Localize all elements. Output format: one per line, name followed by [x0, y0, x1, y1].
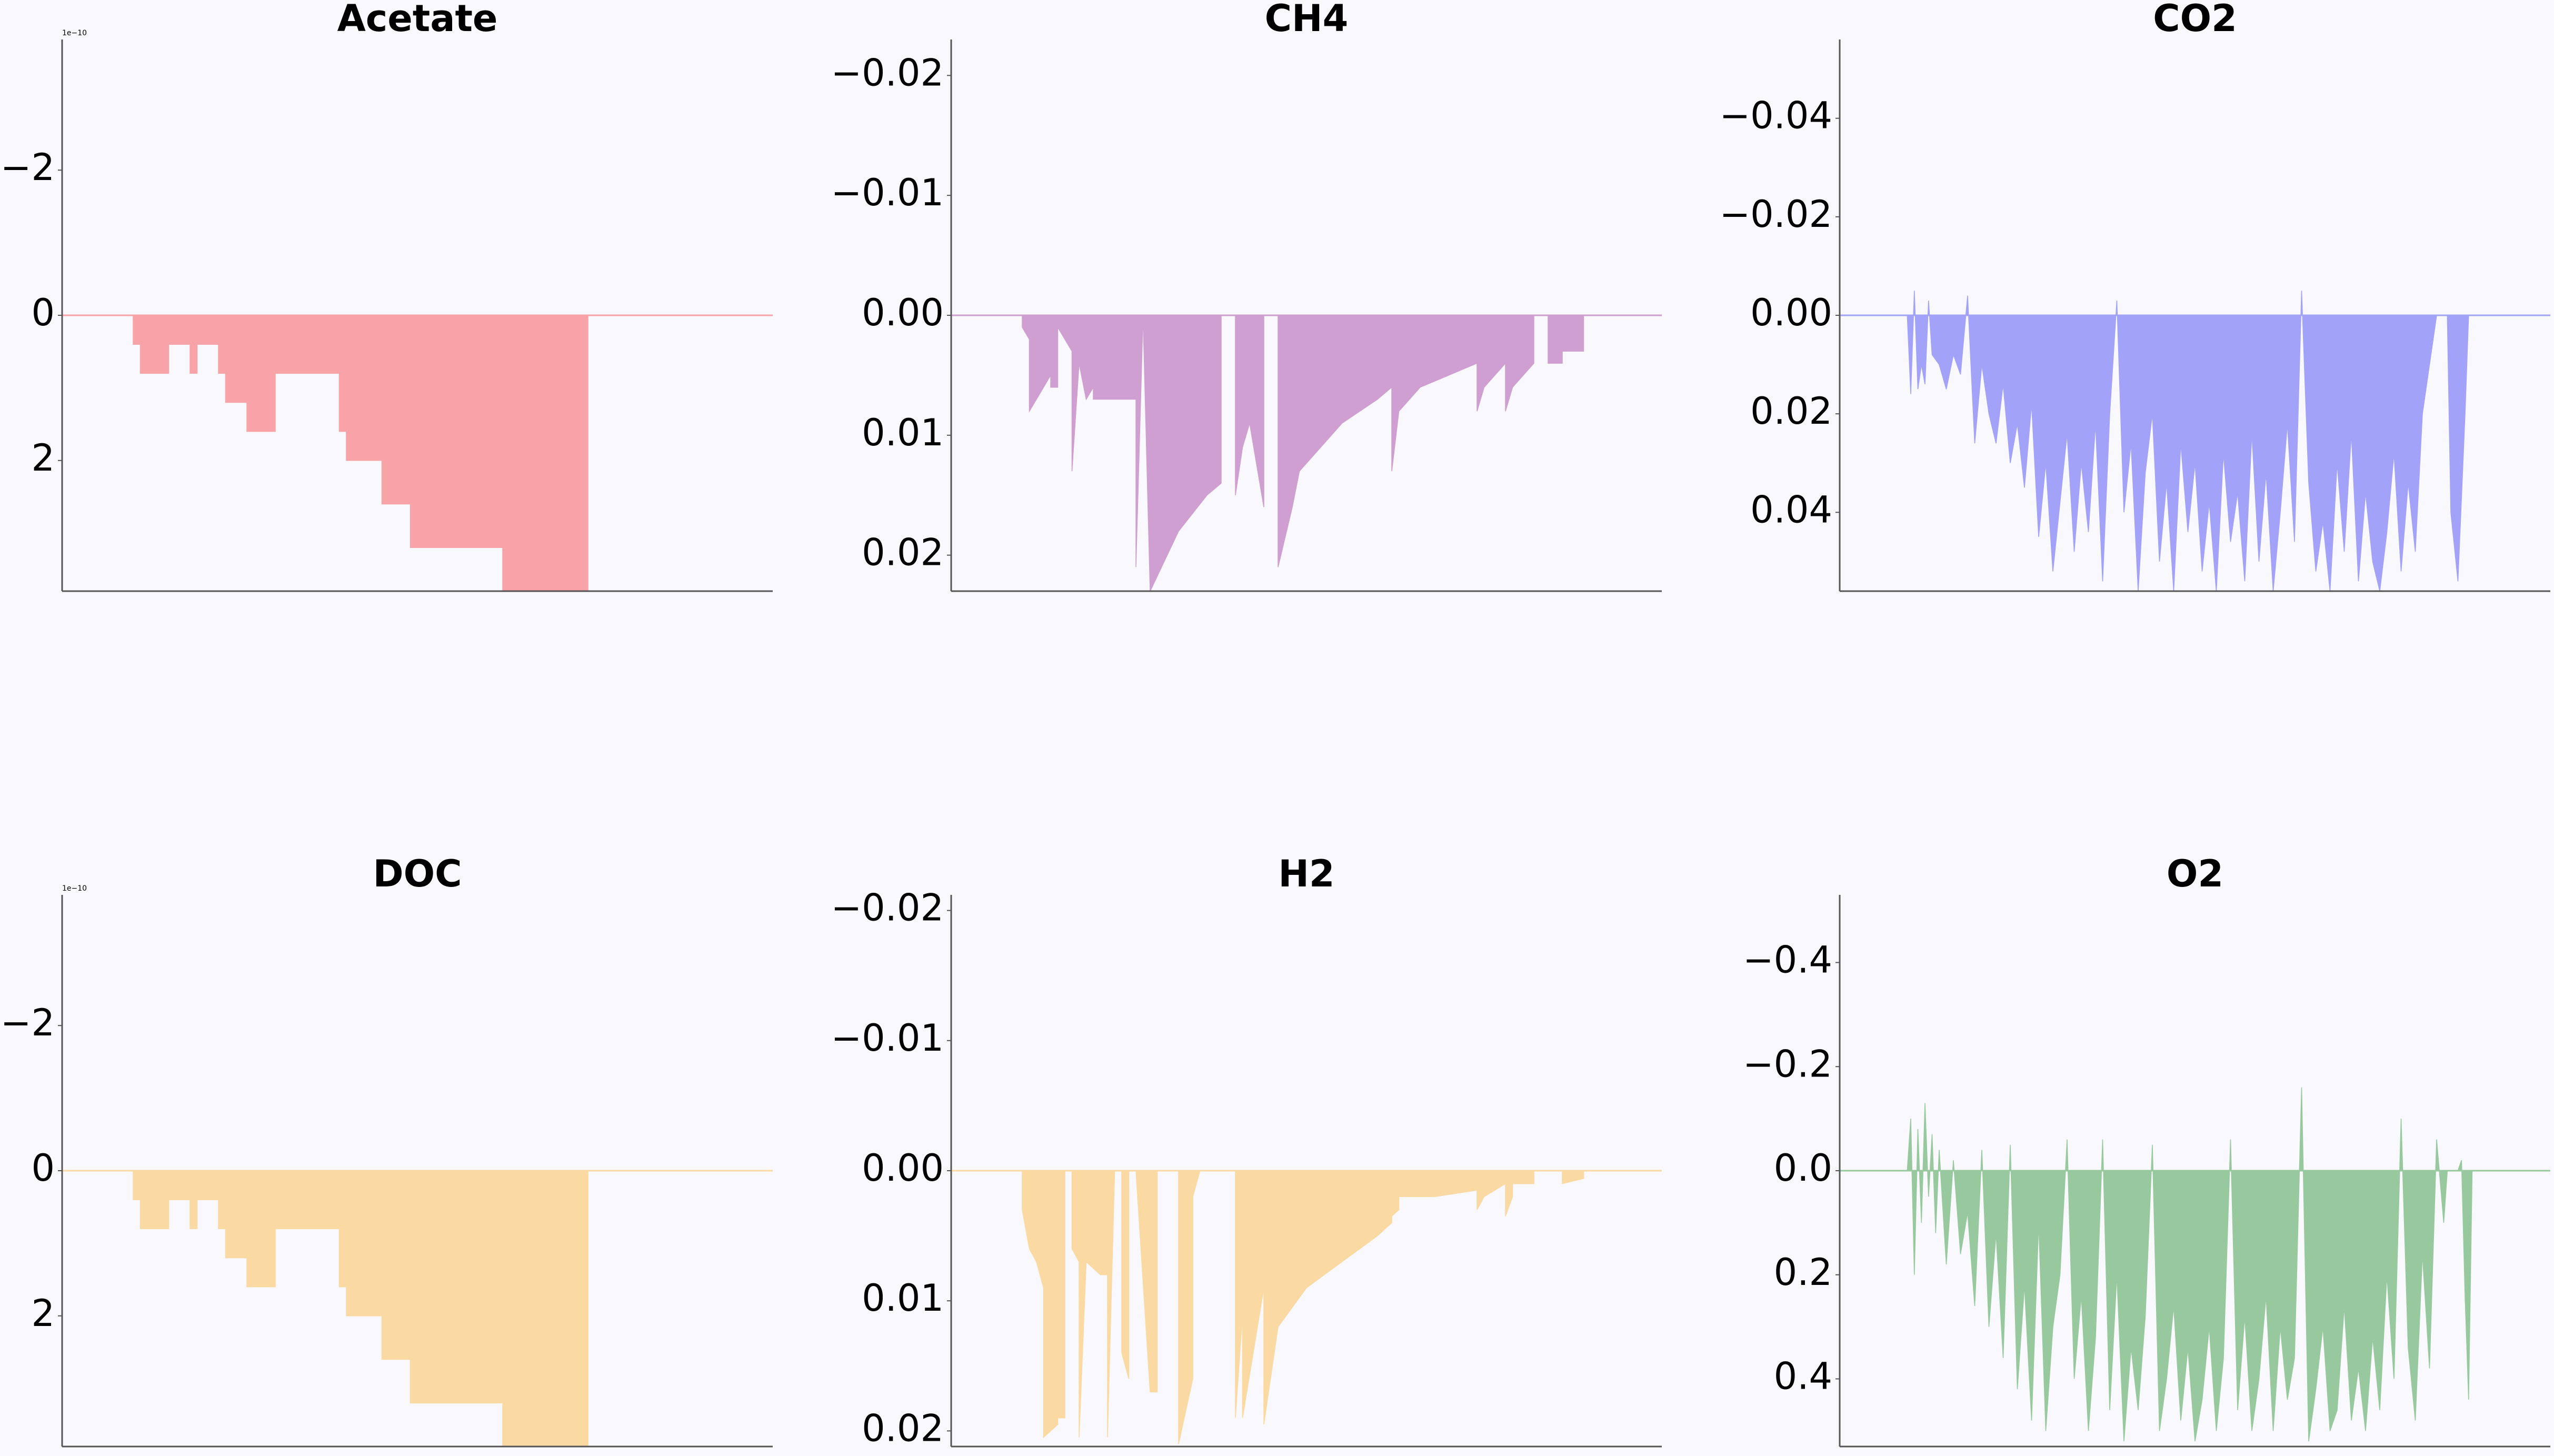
- co2-title: CO2: [2153, 0, 2237, 40]
- acetate-area: [62, 315, 773, 592]
- h2-ytick-label: 0.01: [862, 1277, 944, 1320]
- o2-title: O2: [2167, 852, 2223, 895]
- doc-title: DOC: [373, 852, 462, 895]
- acetate-ytick-label: −2: [1, 146, 55, 189]
- doc-axis-offset: 1e−10: [62, 884, 87, 893]
- acetate-ytick-label: 2: [31, 436, 55, 480]
- doc-ytick-label: 0: [31, 1146, 55, 1190]
- o2-ytick-label: 0.4: [1774, 1355, 1832, 1398]
- co2-ytick-label: 0.00: [1750, 291, 1832, 334]
- doc-area: [62, 1170, 773, 1447]
- ch4-ytick-label: −0.02: [831, 51, 944, 94]
- h2-ytick-label: 0.02: [862, 1407, 944, 1450]
- doc-ytick-label: 2: [31, 1292, 55, 1335]
- ch4-ytick-label: 0.00: [862, 291, 944, 334]
- panel-doc: −2 0 2 1e−10 DOC: [1, 852, 773, 1448]
- h2-ytick-label: 0.00: [862, 1146, 944, 1190]
- ch4-title: CH4: [1265, 0, 1349, 40]
- co2-ytick-label: 0.02: [1750, 390, 1832, 433]
- ch4-ytick-label: −0.01: [831, 171, 944, 214]
- h2-ytick-label: −0.01: [831, 1016, 944, 1060]
- o2-ytick-label: 0.2: [1774, 1251, 1832, 1294]
- ch4-area: [951, 315, 1662, 592]
- o2-ytick-label: −0.2: [1743, 1042, 1832, 1085]
- o2-ytick-label: 0.0: [1774, 1146, 1832, 1190]
- o2-area: [1840, 1087, 2550, 1442]
- co2-ytick-label: 0.04: [1750, 488, 1832, 531]
- panel-acetate: −2 0 2 1e−10 Acetate: [1, 0, 773, 592]
- h2-area: [951, 1170, 1662, 1444]
- h2-title: H2: [1278, 852, 1334, 895]
- panel-o2: −0.4 −0.2 0.0 0.2 0.4 O2: [1743, 852, 2550, 1448]
- acetate-axis-offset: 1e−10: [62, 29, 87, 37]
- doc-ytick-label: −2: [1, 1001, 55, 1044]
- panel-h2: −0.02 −0.01 0.00 0.01 0.02 H2: [831, 852, 1662, 1450]
- panel-ch4: −0.02 −0.01 0.00 0.01 0.02 CH4: [831, 0, 1662, 592]
- co2-ytick-label: −0.02: [1719, 193, 1832, 236]
- o2-ytick-label: −0.4: [1743, 939, 1832, 982]
- acetate-title: Acetate: [337, 0, 498, 40]
- co2-area: [1840, 291, 2550, 592]
- acetate-ytick-label: 0: [31, 291, 55, 334]
- co2-ytick-label: −0.04: [1719, 94, 1832, 137]
- panel-co2: −0.04 −0.02 0.00 0.02 0.04 CO2: [1719, 0, 2550, 592]
- ch4-ytick-label: 0.02: [862, 531, 944, 574]
- ch4-ytick-label: 0.01: [862, 411, 944, 454]
- h2-ytick-label: −0.02: [831, 886, 944, 930]
